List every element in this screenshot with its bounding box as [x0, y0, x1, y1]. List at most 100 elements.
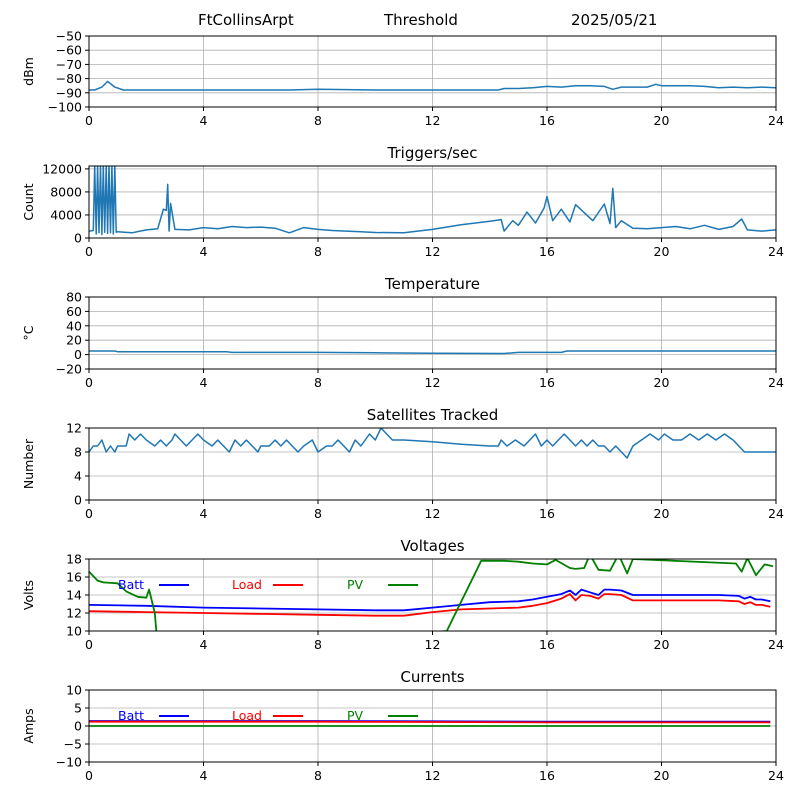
series-line-main	[89, 80, 776, 91]
chart-title: Triggers/sec	[387, 144, 478, 162]
series-line-load	[89, 593, 771, 617]
series-group	[89, 350, 776, 355]
x-tick-label: 12	[425, 244, 441, 259]
y-tick-label: 0	[74, 719, 82, 734]
x-tick-label: 0	[85, 506, 93, 521]
series-line-main	[89, 166, 776, 236]
x-tick-label: 20	[654, 113, 670, 128]
y-tick-label: 5	[74, 701, 82, 716]
y-tick-label: 0	[74, 347, 82, 362]
series-group	[89, 559, 774, 631]
legend-label-load: Load	[232, 708, 262, 723]
chart-panel-5: 0 4 8 12 16 20 24 10 12 14 16 18 Voltages Volts Batt Lo…	[21, 537, 784, 652]
y-tick-label: 14	[66, 588, 82, 603]
y-tick-label: −5	[64, 737, 82, 752]
x-tick-label: 0	[85, 375, 93, 390]
x-tick-label: 20	[654, 768, 670, 783]
y-tick-label: 12	[66, 421, 82, 436]
x-tick-label: 16	[539, 768, 555, 783]
series-line-main	[89, 350, 776, 355]
y-tick-label: 12	[66, 606, 82, 621]
y-tick-label: −90	[56, 85, 82, 100]
y-tick-label: 0	[74, 493, 82, 508]
series-group	[89, 720, 771, 727]
x-tick-label: 8	[314, 244, 322, 259]
chart-panel-4: 0 4 8 12 16 20 24 0 4 8 12 Satellites Tracked Number	[21, 406, 784, 521]
y-tick-label: −80	[56, 71, 82, 86]
y-tick-label: −100	[48, 100, 82, 115]
x-tick-label: 12	[425, 113, 441, 128]
x-tick-label: 16	[539, 637, 555, 652]
x-tick-label: 12	[425, 637, 441, 652]
x-tick-label: 24	[768, 375, 784, 390]
x-tick-label: 0	[85, 637, 93, 652]
x-tick-label: 20	[654, 637, 670, 652]
x-tick-label: 0	[85, 244, 93, 259]
series-line-batt	[89, 588, 771, 612]
y-tick-label: 0	[74, 231, 82, 246]
chart-title: Voltages	[400, 537, 464, 555]
y-axis-label: Amps	[21, 708, 36, 743]
x-tick-label: 8	[314, 113, 322, 128]
y-tick-label: −70	[56, 57, 82, 72]
y-tick-label: 40	[66, 318, 82, 333]
y-axis-label: Volts	[21, 580, 36, 610]
x-tick-label: 20	[654, 244, 670, 259]
x-tick-label: 4	[200, 244, 208, 259]
chart-title: Temperature	[384, 275, 480, 293]
x-tick-label: 20	[654, 375, 670, 390]
x-tick-label: 16	[539, 244, 555, 259]
x-tick-label: 16	[539, 113, 555, 128]
station-name: FtCollinsArpt	[198, 11, 294, 29]
chart-panel-1: 0 4 8 12 16 20 24 −100−90−80−70−60−50 dBm	[21, 29, 784, 129]
legend-label-pv: PV	[347, 577, 364, 592]
date-label: 2025/05/21	[571, 11, 658, 29]
y-tick-label: 4	[74, 469, 82, 484]
x-tick-label: 8	[314, 768, 322, 783]
x-tick-label: 24	[768, 637, 784, 652]
y-tick-label: −50	[56, 29, 82, 44]
y-tick-label: 12000	[42, 161, 82, 176]
y-tick-label: 20	[66, 333, 82, 348]
y-axis-label: dBm	[21, 57, 36, 86]
x-tick-label: 12	[425, 768, 441, 783]
y-tick-label: 4000	[50, 207, 82, 222]
y-tick-label: 18	[66, 552, 82, 567]
x-tick-label: 0	[85, 113, 93, 128]
x-tick-label: 4	[200, 375, 208, 390]
x-tick-label: 4	[200, 768, 208, 783]
y-tick-label: −60	[56, 43, 82, 58]
x-tick-label: 24	[768, 244, 784, 259]
y-tick-label: 8000	[50, 184, 82, 199]
x-tick-label: 16	[539, 506, 555, 521]
mode-label: Threshold	[384, 11, 458, 29]
x-tick-label: 8	[314, 506, 322, 521]
x-tick-label: 24	[768, 506, 784, 521]
series-line-pv	[89, 559, 774, 631]
y-axis-label: Number	[21, 438, 36, 489]
series-line-load	[89, 720, 771, 724]
y-tick-label: 10	[66, 624, 82, 639]
x-tick-label: 12	[425, 375, 441, 390]
x-tick-label: 24	[768, 768, 784, 783]
series-group	[89, 80, 776, 91]
series-line-main	[89, 428, 776, 459]
legend-label-batt: Batt	[118, 708, 144, 723]
x-tick-label: 0	[85, 768, 93, 783]
y-tick-label: 16	[66, 570, 82, 585]
chart-panel-2: 0 4 8 12 16 20 24 0 4000 8000 12000 Triggers/sec Cou…	[21, 144, 784, 259]
chart-panel-6: 0 4 8 12 16 20 24 −10 −5 0 5 10 Currents Amps Batt Load…	[21, 668, 784, 783]
x-tick-label: 24	[768, 113, 784, 128]
y-axis-label: °C	[21, 325, 36, 340]
series-group	[89, 166, 776, 236]
x-tick-label: 8	[314, 637, 322, 652]
y-tick-label: 60	[66, 304, 82, 319]
y-tick-label: −10	[56, 755, 82, 770]
chart-title: Currents	[400, 668, 464, 686]
x-tick-label: 4	[200, 113, 208, 128]
legend-label-batt: Batt	[118, 577, 144, 592]
y-tick-label: −20	[56, 362, 82, 377]
y-tick-label: 80	[66, 290, 82, 305]
x-tick-label: 4	[200, 506, 208, 521]
